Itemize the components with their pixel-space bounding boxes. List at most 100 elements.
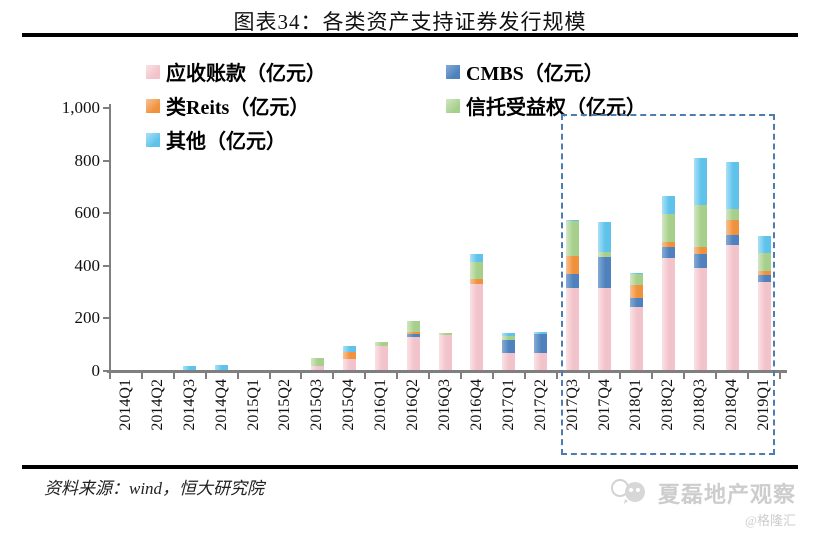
y-axis-tick — [103, 264, 109, 267]
bar-column — [183, 366, 197, 370]
bar-segment — [502, 333, 516, 337]
bar-segment — [598, 252, 612, 257]
bar-segment — [693, 253, 707, 269]
x-axis-tick — [555, 373, 558, 379]
x-axis-category-label: 2017Q1 — [499, 379, 517, 431]
bar-segment — [629, 306, 643, 370]
bar-segment — [438, 335, 452, 370]
x-axis-category-label: 2015Q4 — [340, 379, 358, 431]
x-axis-tick — [396, 373, 399, 379]
legend-item: 类Reits（亿元） — [146, 91, 446, 120]
bar-column — [534, 331, 548, 370]
bar-segment — [757, 270, 771, 276]
x-axis-category-label: 2014Q2 — [148, 379, 166, 431]
bar-segment — [598, 288, 612, 370]
x-axis-tick — [204, 373, 207, 379]
bar-segment — [438, 333, 452, 336]
bar-segment — [566, 273, 580, 289]
legend-swatch-icon — [146, 98, 160, 113]
x-axis-tick — [715, 373, 718, 379]
bar-segment — [406, 337, 420, 370]
x-axis-tick — [779, 373, 781, 379]
x-axis-line — [107, 370, 787, 373]
bar-column — [406, 321, 420, 370]
x-axis-tick — [109, 373, 111, 379]
x-axis-tick — [587, 373, 590, 379]
watermark-handle-text: @格隆汇 — [745, 513, 796, 528]
legend-swatch-icon — [146, 64, 160, 79]
x-axis-tick — [332, 373, 335, 379]
x-axis-category-label: 2014Q4 — [212, 379, 230, 431]
x-axis-tick — [140, 373, 143, 379]
bar-segment — [406, 321, 420, 333]
bar-segment — [725, 220, 739, 236]
watermark-brand-text: 夏磊地产观察 — [657, 482, 796, 507]
bar-segment — [629, 298, 643, 307]
bar-segment — [534, 331, 548, 335]
bar-segment — [534, 353, 548, 370]
legend-swatch-icon — [446, 98, 460, 113]
bar-segment — [310, 358, 324, 367]
bar-segment — [342, 346, 356, 352]
x-axis-tick — [172, 373, 175, 379]
watermark: 夏磊地产观察 @格隆汇 — [608, 477, 796, 529]
bar-segment — [757, 281, 771, 370]
x-axis-tick — [747, 373, 750, 379]
y-axis-tick-label: 400 — [74, 255, 101, 275]
bar-column — [215, 365, 229, 370]
x-axis-category-label: 2015Q1 — [244, 379, 262, 431]
x-axis-tick — [491, 373, 494, 379]
legend-swatch-icon — [446, 64, 460, 79]
x-axis-tick — [683, 373, 686, 379]
bar-segment — [374, 342, 388, 346]
legend-item: 应收账款（亿元） — [146, 57, 446, 86]
x-axis-category-label: 2014Q1 — [116, 379, 134, 431]
bar-column — [566, 220, 580, 370]
data-source-note: 资料来源：wind，恒大研究院 — [44, 479, 265, 498]
x-axis-tick — [459, 373, 462, 379]
x-axis-tick — [364, 373, 367, 379]
bar-segment — [629, 285, 643, 299]
x-axis-tick — [428, 373, 431, 379]
y-axis-tick — [103, 212, 109, 215]
legend-item: CMBS（亿元） — [446, 57, 646, 86]
bar-segment — [215, 365, 229, 370]
y-axis-tick-label: 800 — [74, 150, 101, 170]
bar-segment — [406, 333, 420, 338]
x-axis-category-label: 2016Q2 — [404, 379, 422, 431]
bar-segment — [470, 279, 484, 284]
y-axis-tick-label: 1,000 — [61, 98, 100, 117]
bar-segment — [757, 252, 771, 271]
bar-segment — [725, 235, 739, 246]
bar-segment — [725, 245, 739, 370]
x-axis-category-label: 2016Q4 — [467, 379, 485, 431]
bar-segment — [598, 221, 612, 253]
legend-item: 其他（亿元） — [146, 125, 446, 154]
x-axis-tick — [523, 373, 526, 379]
bar-segment — [693, 158, 707, 206]
legend-swatch-icon — [146, 132, 160, 147]
bar-segment — [661, 213, 675, 242]
bar-segment — [502, 339, 516, 353]
bar-segment — [470, 261, 484, 280]
y-axis-tick-label: 0 — [91, 361, 101, 380]
x-axis-category-label: 2015Q2 — [276, 379, 294, 431]
y-axis-tick-label: 200 — [74, 308, 101, 328]
bar-segment — [566, 221, 580, 256]
legend-label: 类Reits（亿元） — [166, 97, 310, 119]
watermark-logo-icon — [608, 478, 652, 509]
bar-segment — [502, 352, 516, 370]
bar-column — [693, 158, 707, 370]
x-axis-category-label: 2016Q3 — [436, 379, 453, 431]
bar-segment — [661, 258, 675, 370]
bar-segment — [566, 220, 580, 222]
highlight-region-box — [560, 114, 775, 455]
x-axis-tick — [268, 373, 271, 379]
x-axis-tick — [300, 373, 303, 379]
x-axis-category-label: 2015Q3 — [308, 379, 326, 431]
bar-column — [661, 196, 675, 370]
chart-title: 图表34：各类资产支持证券发行规模 — [233, 10, 587, 34]
y-axis-tick — [103, 317, 109, 320]
